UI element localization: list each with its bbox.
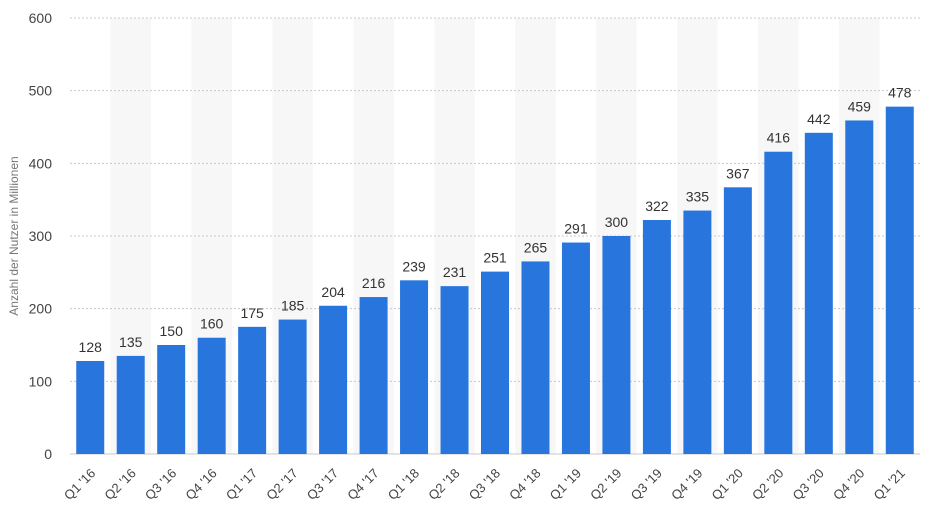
x-tick-label: Q1 '17 bbox=[223, 466, 260, 503]
bar-value-label: 367 bbox=[726, 165, 750, 181]
x-tick-label: Q4 '19 bbox=[668, 466, 705, 503]
x-tick-label: Q1 '20 bbox=[709, 466, 746, 503]
bar bbox=[157, 345, 186, 454]
y-axis-title: Anzahl der Nutzer in Millionen bbox=[7, 156, 21, 315]
bar-value-label: 291 bbox=[564, 221, 588, 237]
bar bbox=[804, 132, 833, 454]
bar bbox=[845, 120, 874, 455]
bar-value-label: 265 bbox=[524, 239, 548, 255]
bar bbox=[359, 297, 388, 454]
bar bbox=[481, 271, 509, 454]
x-tick-label: Q4 '18 bbox=[506, 466, 543, 503]
y-tick-label: 0 bbox=[44, 446, 52, 462]
bar bbox=[440, 286, 469, 454]
bar-value-label: 416 bbox=[767, 130, 791, 146]
bar bbox=[602, 236, 631, 454]
x-axis-ticks: Q1 '16 Q2 '16 Q3 '16 Q4 '16 Q1 '17 Q2 '17 Q3 '… bbox=[61, 466, 908, 503]
bar bbox=[278, 319, 307, 454]
bar-value-label: 335 bbox=[686, 189, 710, 205]
bar bbox=[764, 151, 793, 454]
y-tick-label: 500 bbox=[29, 83, 53, 99]
bar-value-label: 478 bbox=[888, 85, 912, 101]
x-tick-label: Q1 '21 bbox=[870, 466, 907, 503]
x-tick-label: Q4 '17 bbox=[344, 466, 381, 503]
bar bbox=[683, 210, 712, 454]
x-tick-label: Q2 '17 bbox=[263, 466, 300, 503]
x-tick-label: Q1 '16 bbox=[61, 466, 98, 503]
x-tick-label: Q3 '16 bbox=[142, 466, 179, 503]
bar-value-label: 322 bbox=[645, 198, 669, 214]
value-labels: 128 135 150 160 175 185 204 216 239 231 251 265 291 3… bbox=[79, 85, 912, 355]
bar bbox=[561, 242, 590, 454]
bar bbox=[116, 355, 145, 454]
x-tick-label: Q4 '16 bbox=[182, 466, 219, 503]
x-tick-label: Q2 '19 bbox=[587, 466, 624, 503]
x-tick-label: Q4 '20 bbox=[830, 466, 867, 503]
bar-value-label: 300 bbox=[605, 214, 629, 230]
bar-value-label: 231 bbox=[443, 264, 467, 280]
bar bbox=[197, 337, 226, 454]
bar-value-label: 150 bbox=[160, 323, 184, 339]
bar-value-label: 251 bbox=[483, 250, 507, 266]
bar bbox=[521, 261, 550, 454]
bar-value-label: 239 bbox=[402, 258, 426, 274]
y-tick-label: 100 bbox=[29, 373, 53, 389]
bar-value-label: 459 bbox=[848, 98, 872, 114]
bars bbox=[76, 106, 914, 455]
bar bbox=[319, 305, 348, 454]
x-tick-label: Q3 '17 bbox=[304, 466, 341, 503]
x-tick-label: Q3 '18 bbox=[466, 466, 503, 503]
bar-value-label: 160 bbox=[200, 316, 224, 332]
bar bbox=[642, 220, 671, 454]
x-tick-label: Q1 '18 bbox=[385, 466, 422, 503]
bar bbox=[885, 106, 914, 455]
x-tick-label: Q2 '16 bbox=[101, 466, 138, 503]
y-tick-label: 400 bbox=[29, 155, 53, 171]
x-tick-label: Q2 '20 bbox=[749, 466, 786, 503]
bar bbox=[238, 326, 267, 454]
bar-value-label: 185 bbox=[281, 298, 305, 314]
bar bbox=[400, 280, 429, 454]
y-axis-ticks: 0 100 200 300 400 500 600 bbox=[29, 10, 53, 462]
y-tick-label: 200 bbox=[29, 301, 53, 317]
x-tick-label: Q2 '18 bbox=[425, 466, 462, 503]
bar-value-label: 128 bbox=[79, 339, 103, 355]
bar-value-label: 175 bbox=[240, 305, 264, 321]
bar bbox=[76, 360, 105, 454]
y-tick-label: 300 bbox=[29, 228, 53, 244]
x-tick-label: Q1 '19 bbox=[547, 466, 584, 503]
x-tick-label: Q3 '20 bbox=[790, 466, 827, 503]
x-tick-label: Q3 '19 bbox=[628, 466, 665, 503]
bar-value-label: 204 bbox=[321, 284, 345, 300]
y-tick-label: 600 bbox=[29, 10, 53, 26]
bar-value-label: 442 bbox=[807, 111, 831, 127]
bar bbox=[723, 187, 752, 454]
bar-value-label: 135 bbox=[119, 334, 143, 350]
bar-value-label: 216 bbox=[362, 275, 386, 291]
